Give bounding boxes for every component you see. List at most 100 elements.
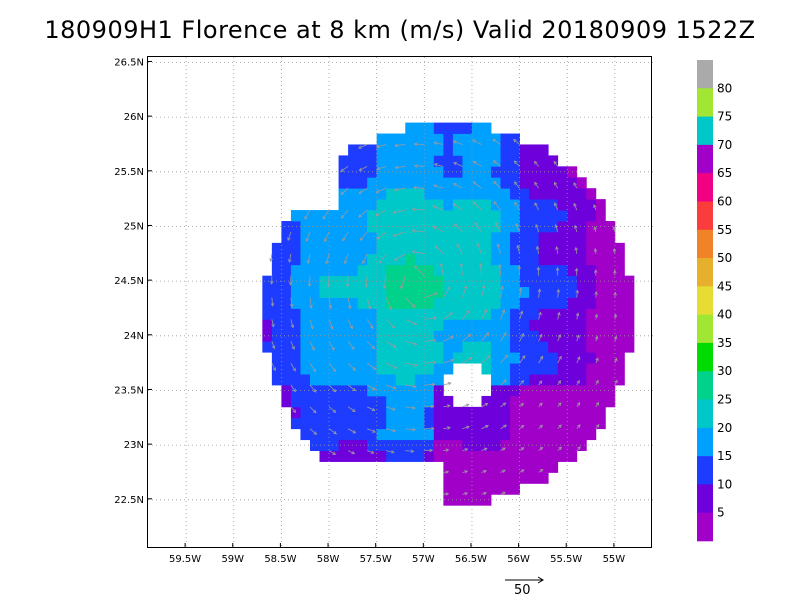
lat-tick-label: 23N xyxy=(124,440,144,451)
wind-cell xyxy=(424,253,435,266)
wind-vector xyxy=(395,165,406,169)
wind-cell xyxy=(395,231,406,244)
scale-vector-label: 50 xyxy=(514,583,531,598)
wind-cell xyxy=(367,395,378,408)
wind-cell xyxy=(586,363,597,375)
wind-vector xyxy=(553,182,559,189)
wind-cell xyxy=(329,221,339,233)
wind-cell xyxy=(414,406,425,419)
wind-cell xyxy=(462,330,473,342)
wind-vector-head xyxy=(536,266,541,271)
wind-vector-head xyxy=(496,243,501,247)
wind-cell xyxy=(576,210,587,222)
colorbar-swatch xyxy=(697,342,713,372)
wind-cell xyxy=(433,144,444,156)
wind-vector xyxy=(347,450,355,455)
wind-cell xyxy=(462,341,473,353)
wind-cell xyxy=(300,286,311,298)
wind-cell xyxy=(424,374,435,386)
wind-vector-head xyxy=(487,355,491,359)
wind-cell xyxy=(433,166,444,178)
wind-cell xyxy=(395,417,406,430)
wind-cell xyxy=(357,264,368,277)
wind-vector-head xyxy=(453,223,458,227)
wind-cell xyxy=(348,308,359,320)
wind-cell xyxy=(443,199,454,211)
wind-vector-head xyxy=(521,355,526,359)
wind-cell xyxy=(290,330,301,342)
wind-vector-head xyxy=(287,237,291,242)
wind-vector xyxy=(414,265,425,276)
wind-cell xyxy=(614,341,625,353)
wind-cell xyxy=(443,308,454,320)
wind-cell xyxy=(452,319,463,331)
wind-cell xyxy=(605,341,616,353)
wind-cell xyxy=(300,253,311,266)
wind-cell xyxy=(386,330,397,342)
wind-vector xyxy=(359,165,368,171)
wind-cell xyxy=(481,188,492,200)
wind-cell xyxy=(519,242,530,255)
wind-vector-head xyxy=(369,325,374,329)
wind-cell xyxy=(348,188,359,200)
wind-vector xyxy=(443,382,451,386)
wind-vector xyxy=(493,160,501,167)
wind-cell xyxy=(510,472,521,484)
wind-vector-head xyxy=(577,424,581,428)
wind-cell xyxy=(557,199,568,211)
wind-vector-head xyxy=(392,386,397,390)
wind-cell xyxy=(538,374,549,386)
wind-cell xyxy=(424,166,435,178)
wind-cell xyxy=(452,308,463,320)
wind-cell xyxy=(376,231,387,244)
wind-vector xyxy=(322,209,330,220)
wind-cell xyxy=(376,155,387,167)
colorbar-swatch xyxy=(697,314,713,344)
wind-vector xyxy=(500,469,506,473)
wind-cell xyxy=(290,395,301,408)
wind-cell xyxy=(567,341,578,353)
wind-cell xyxy=(500,428,511,441)
wind-cell xyxy=(386,352,397,364)
wind-cell xyxy=(290,417,301,430)
wind-cell xyxy=(567,253,578,266)
wind-cell xyxy=(614,374,625,386)
wind-vector xyxy=(309,428,317,435)
wind-cell xyxy=(348,253,359,266)
wind-cell xyxy=(357,166,368,178)
wind-cell xyxy=(576,188,587,200)
wind-cell xyxy=(329,395,339,408)
wind-cell xyxy=(424,231,435,244)
wind-vector-head xyxy=(288,282,293,286)
wind-vector-head xyxy=(520,447,525,451)
wind-cell xyxy=(557,221,568,233)
wind-vector xyxy=(443,471,449,473)
wind-cell xyxy=(367,308,378,320)
wind-vector xyxy=(424,339,436,342)
wind-cell xyxy=(491,483,501,495)
wind-vector-head xyxy=(478,262,483,267)
wind-vector xyxy=(405,406,416,409)
wind-cell xyxy=(529,461,540,473)
wind-cell xyxy=(519,461,530,473)
wind-cell xyxy=(357,242,368,255)
wind-cell xyxy=(433,122,444,134)
wind-cell xyxy=(309,242,320,255)
wind-vector-head xyxy=(322,215,326,220)
wind-cell xyxy=(376,308,387,320)
wind-cell xyxy=(405,395,416,408)
wind-vector-head xyxy=(520,380,525,384)
wind-cell xyxy=(548,275,559,287)
wind-cell xyxy=(300,352,311,364)
wind-cell xyxy=(462,352,473,364)
wind-cell xyxy=(329,374,339,386)
wind-cell xyxy=(329,341,339,353)
wind-cell xyxy=(529,385,540,397)
wind-cell xyxy=(309,341,320,353)
wind-cell xyxy=(433,297,444,309)
wind-cell xyxy=(319,231,330,244)
wind-vector xyxy=(473,201,482,211)
wind-cell xyxy=(338,428,349,441)
wind-cell xyxy=(481,439,492,451)
wind-vector-head xyxy=(292,367,296,372)
